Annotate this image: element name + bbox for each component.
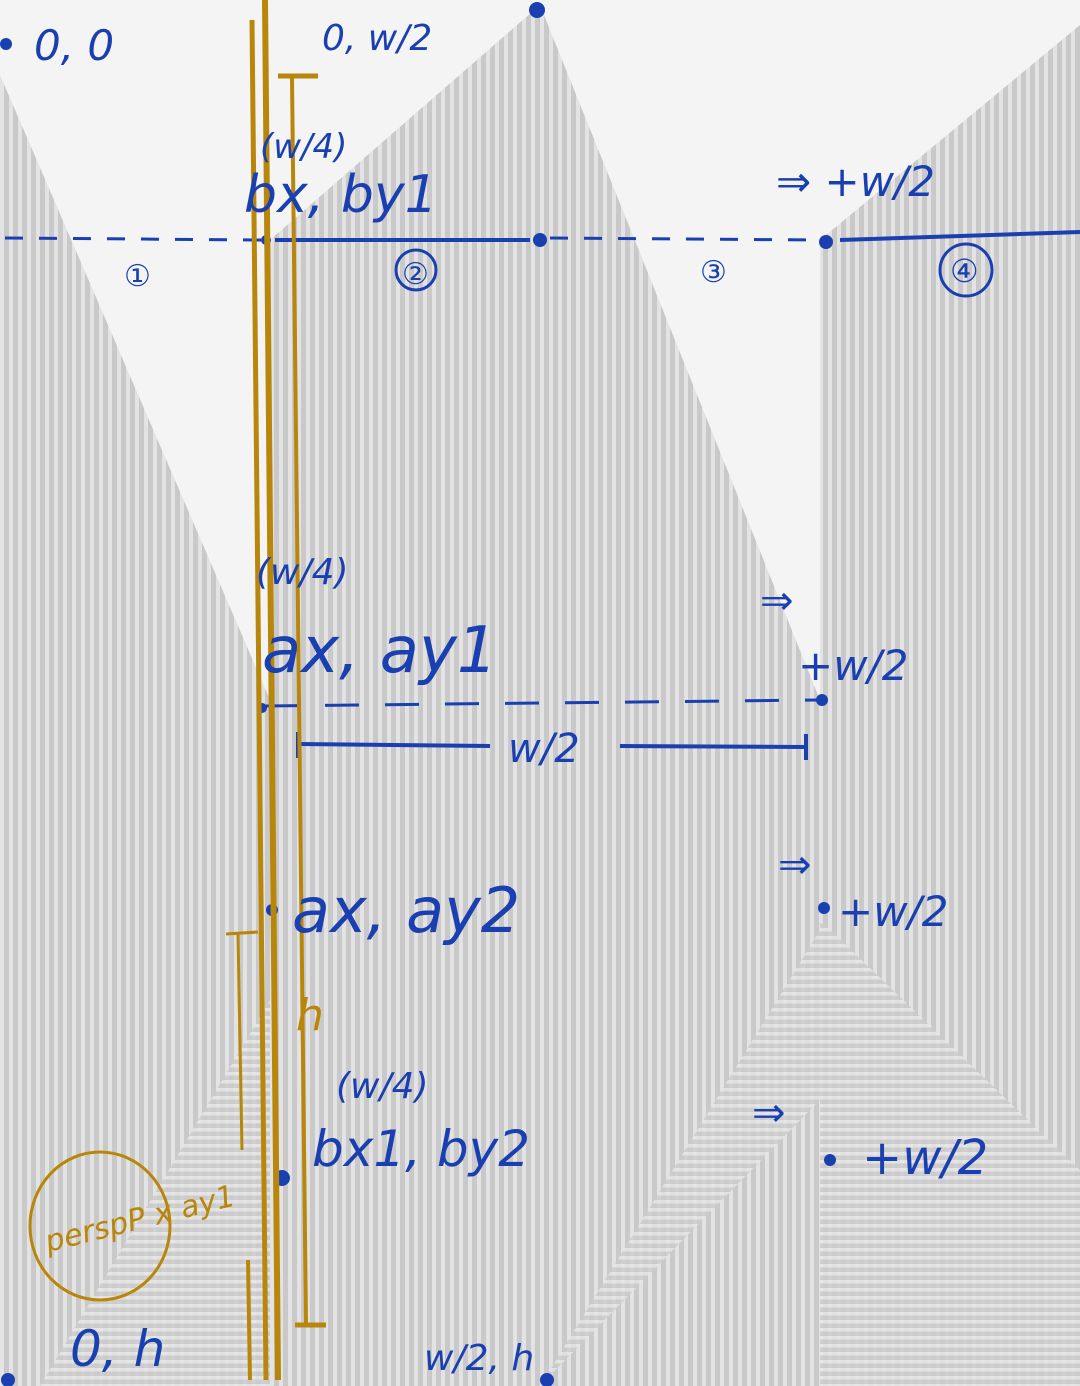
blue-dots	[0, 2, 836, 1386]
a-top-arrow: ⇒	[760, 578, 794, 624]
gold-vertical-3	[290, 77, 308, 1326]
b-bottom-label: bx1, by2	[312, 1120, 530, 1178]
region-1-label: ①	[124, 259, 151, 294]
horizon-mid-dot	[533, 233, 547, 247]
bottom-mid-dot	[540, 1373, 554, 1386]
gold-low-vertical	[246, 1259, 252, 1381]
a-bottom-arrow: ⇒	[778, 842, 812, 888]
persp-circle	[28, 1150, 172, 1302]
right-floor	[820, 920, 1080, 1386]
height-label: h	[296, 990, 324, 1041]
a-bottom-right-dot	[818, 902, 830, 914]
region-2-label: ②	[402, 257, 429, 292]
left-floor	[40, 1000, 270, 1386]
half-width-line-right	[619, 744, 807, 749]
bottom-left-label: 0, h	[70, 1320, 165, 1378]
b-bottom-width-label: (w/4)	[336, 1066, 429, 1107]
a-top-shift-label: +w/2	[798, 641, 908, 690]
a-top-right-dot	[816, 694, 828, 706]
gold-h-top-tick	[225, 930, 259, 936]
gold-vertical-1	[262, 0, 281, 1381]
wall-shapes	[0, 5, 1080, 1386]
gold-guides	[28, 0, 326, 1381]
region-2-circle	[394, 248, 438, 292]
b-bottom-shift-label: +w/2	[862, 1130, 988, 1186]
region-4-circle	[938, 242, 994, 298]
half-width-line-left	[297, 742, 491, 748]
top-mid-dot	[529, 2, 545, 18]
half-width-label: w/2	[508, 726, 580, 772]
a-top-label: ax, ay1	[262, 614, 498, 688]
center-floor	[270, 930, 820, 1386]
b-top-width-label: (w/4)	[260, 127, 347, 167]
ay1-dashed-line	[264, 698, 819, 708]
bottom-left-dot	[1, 1373, 15, 1386]
horizon-dashed-3	[549, 236, 816, 242]
center-block	[270, 5, 820, 1386]
b-bottom-right-dot	[824, 1154, 836, 1166]
region-3-label: ③	[700, 255, 727, 290]
a-top-width-label: (w/4)	[256, 552, 349, 593]
b-top-label: bx, by1	[244, 165, 438, 225]
gold-vertical-2	[249, 19, 269, 1381]
horizon-right-dot	[819, 235, 833, 249]
horizon-dashed-left	[4, 236, 263, 242]
origin-label: 0, 0	[34, 21, 114, 70]
blue-guides	[4, 230, 1080, 760]
origin-dot	[0, 38, 12, 50]
horizon-solid-4	[839, 230, 1080, 242]
gold-h-vertical	[236, 933, 244, 1151]
b-top-shift-label: ⇒ +w/2	[776, 157, 935, 206]
region-4-label: ④	[950, 252, 979, 290]
a-bottom-shift-label: +w/2	[838, 887, 948, 936]
blue-text: 0, 0 0, w/2 (w/4) bx, by1 ⇒ +w/2 ① ② ③ ④…	[34, 18, 988, 1379]
b-bottom-arrow: ⇒	[752, 1090, 786, 1136]
top-mid-label: 0, w/2	[322, 18, 432, 59]
a-bottom-label: ax, ay2	[292, 874, 520, 947]
bottom-mid-label: w/2, h	[424, 1338, 534, 1379]
left-wall-top	[0, 75, 270, 1386]
